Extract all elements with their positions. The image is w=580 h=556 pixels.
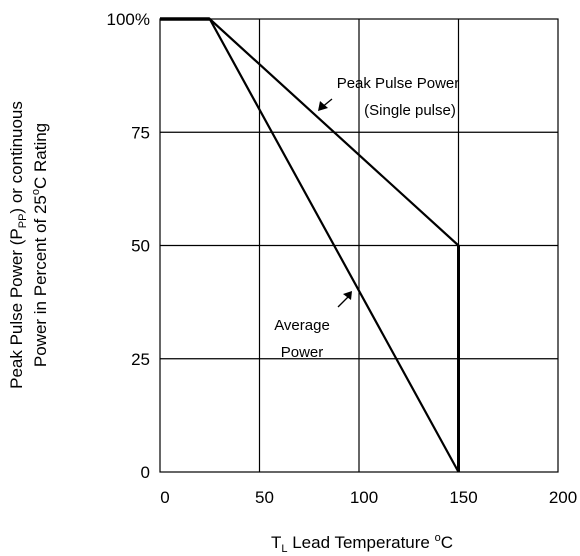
data-series [160,17,460,473]
x-axis-title-text: Lead Temperature [287,533,434,552]
y-axis-title-line2-post: C Rating [31,123,50,189]
x-tick-label: 100 [350,488,378,507]
peak-pulse-annotation-line1: Peak Pulse Power [337,75,460,92]
peak-pulse-arrow-head [318,101,328,111]
average-power-annotation-line1: Average [274,317,330,334]
peak-pulse-annotation-line2: (Single pulse) [364,102,456,119]
x-axis-degree-mark: o [435,532,441,544]
y-axis-title-line1-pre: Peak Pulse Power (P [7,228,26,389]
average-power-annotation-line2: Power [281,344,324,361]
y-tick-label: 50 [131,237,150,256]
average-power-arrow-head [343,291,352,300]
x-axis-unit: C [441,533,453,552]
average-power-arrow-shaft [337,296,349,308]
y-axis-title-line2: Power in Percent of 25oC Rating [30,123,50,367]
y-axis-title-line2-pre: Power in Percent of 25 [31,195,50,367]
y-tick-label: 75 [131,123,150,142]
tick-labels: 0 50 100 150 200 0 25 50 75 100% [107,10,578,507]
x-tick-label: 200 [549,488,577,507]
y-tick-label: 25 [131,350,150,369]
y-axis-title-line1: Peak Pulse Power (PPP) or continuous [7,101,29,389]
y-axis-title-line1-subscript: PP [17,214,29,229]
y-axis-title-line2-degree: o [30,189,42,195]
x-tick-label: 50 [255,488,274,507]
x-tick-label: 150 [449,488,477,507]
annotations: Peak Pulse Power (Single pulse) Average … [274,75,459,361]
y-tick-label: 0 [141,463,150,482]
x-axis-title-subscript: L [281,543,287,555]
x-axis-title: TL Lead Temperature oC [271,532,453,555]
y-tick-label: 100% [107,10,150,29]
x-tick-label: 0 [160,488,169,507]
x-axis-title-main: T [271,533,281,552]
y-axis-title-line1-post: ) or continuous [7,101,26,213]
